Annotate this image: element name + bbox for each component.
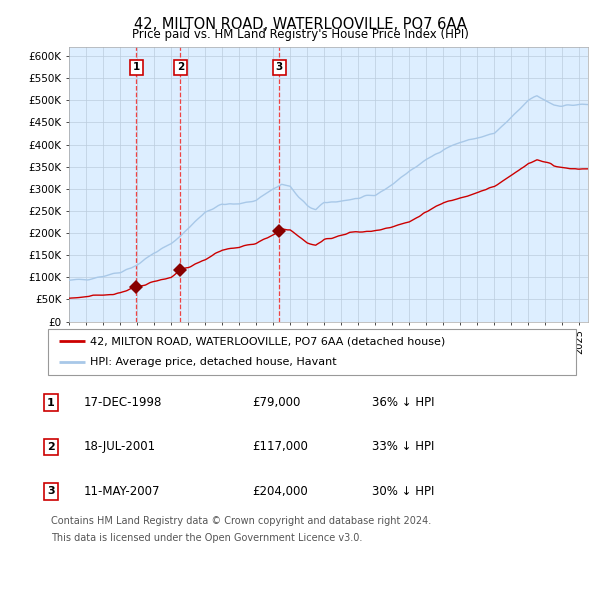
Text: £117,000: £117,000 <box>252 440 308 454</box>
Text: 18-JUL-2001: 18-JUL-2001 <box>84 440 156 454</box>
Text: 11-MAY-2007: 11-MAY-2007 <box>84 484 161 498</box>
Text: Price paid vs. HM Land Registry's House Price Index (HPI): Price paid vs. HM Land Registry's House … <box>131 28 469 41</box>
Text: 3: 3 <box>47 486 55 496</box>
Text: 17-DEC-1998: 17-DEC-1998 <box>84 396 163 409</box>
Text: This data is licensed under the Open Government Licence v3.0.: This data is licensed under the Open Gov… <box>51 533 362 543</box>
Text: 1: 1 <box>133 62 140 72</box>
Text: 42, MILTON ROAD, WATERLOOVILLE, PO7 6AA (detached house): 42, MILTON ROAD, WATERLOOVILLE, PO7 6AA … <box>90 336 445 346</box>
Text: £79,000: £79,000 <box>252 396 301 409</box>
FancyBboxPatch shape <box>48 329 576 375</box>
Text: 2: 2 <box>47 442 55 452</box>
Text: 42, MILTON ROAD, WATERLOOVILLE, PO7 6AA: 42, MILTON ROAD, WATERLOOVILLE, PO7 6AA <box>134 17 466 31</box>
Text: 30% ↓ HPI: 30% ↓ HPI <box>372 484 434 498</box>
Text: HPI: Average price, detached house, Havant: HPI: Average price, detached house, Hava… <box>90 357 337 367</box>
Text: 2: 2 <box>176 62 184 72</box>
Text: £204,000: £204,000 <box>252 484 308 498</box>
Text: 33% ↓ HPI: 33% ↓ HPI <box>372 440 434 454</box>
Text: 1: 1 <box>47 398 55 408</box>
Text: 3: 3 <box>275 62 283 72</box>
Text: Contains HM Land Registry data © Crown copyright and database right 2024.: Contains HM Land Registry data © Crown c… <box>51 516 431 526</box>
Text: 36% ↓ HPI: 36% ↓ HPI <box>372 396 434 409</box>
